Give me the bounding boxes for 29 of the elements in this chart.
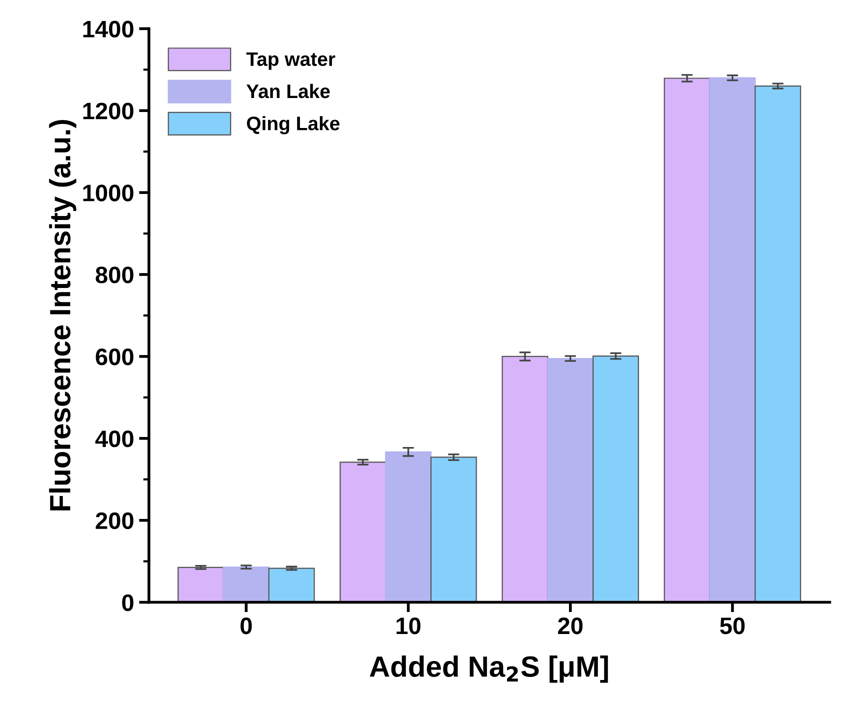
x-tick-label: 10 — [396, 617, 420, 634]
bar — [340, 462, 386, 602]
legend-label: Qing Lake — [246, 116, 340, 134]
bar — [268, 568, 315, 602]
bar — [709, 77, 756, 602]
y-tick-label: 400 — [95, 430, 134, 448]
bar — [222, 566, 270, 602]
bar — [178, 566, 224, 602]
y-tick-label: 1200 — [83, 102, 134, 120]
y-tick-label: 200 — [96, 512, 134, 530]
x-axis-title: Added Na$_{2}$S [μM] — [370, 656, 608, 683]
legend-label: Tap water — [246, 52, 336, 70]
x-tick-label: 0 — [240, 617, 252, 634]
x-tick-label: 50 — [720, 617, 745, 634]
y-tick-label: 1000 — [83, 184, 134, 202]
bar — [754, 85, 802, 602]
x-tick-label: 20 — [558, 617, 583, 634]
y-tick-label: 0 — [122, 594, 134, 612]
bar — [385, 451, 432, 602]
bar — [430, 456, 477, 602]
y-axis-title: Fluorescence Intensity (a.u.) — [49, 120, 76, 510]
y-tick-label: 600 — [96, 348, 134, 366]
y-tick-label: 800 — [96, 266, 134, 284]
bar — [592, 355, 640, 602]
bar — [664, 78, 710, 602]
y-tick-label: 1400 — [83, 20, 134, 38]
bar — [502, 356, 548, 602]
legend-label: Yan Lake — [246, 84, 330, 98]
bar — [547, 358, 594, 602]
